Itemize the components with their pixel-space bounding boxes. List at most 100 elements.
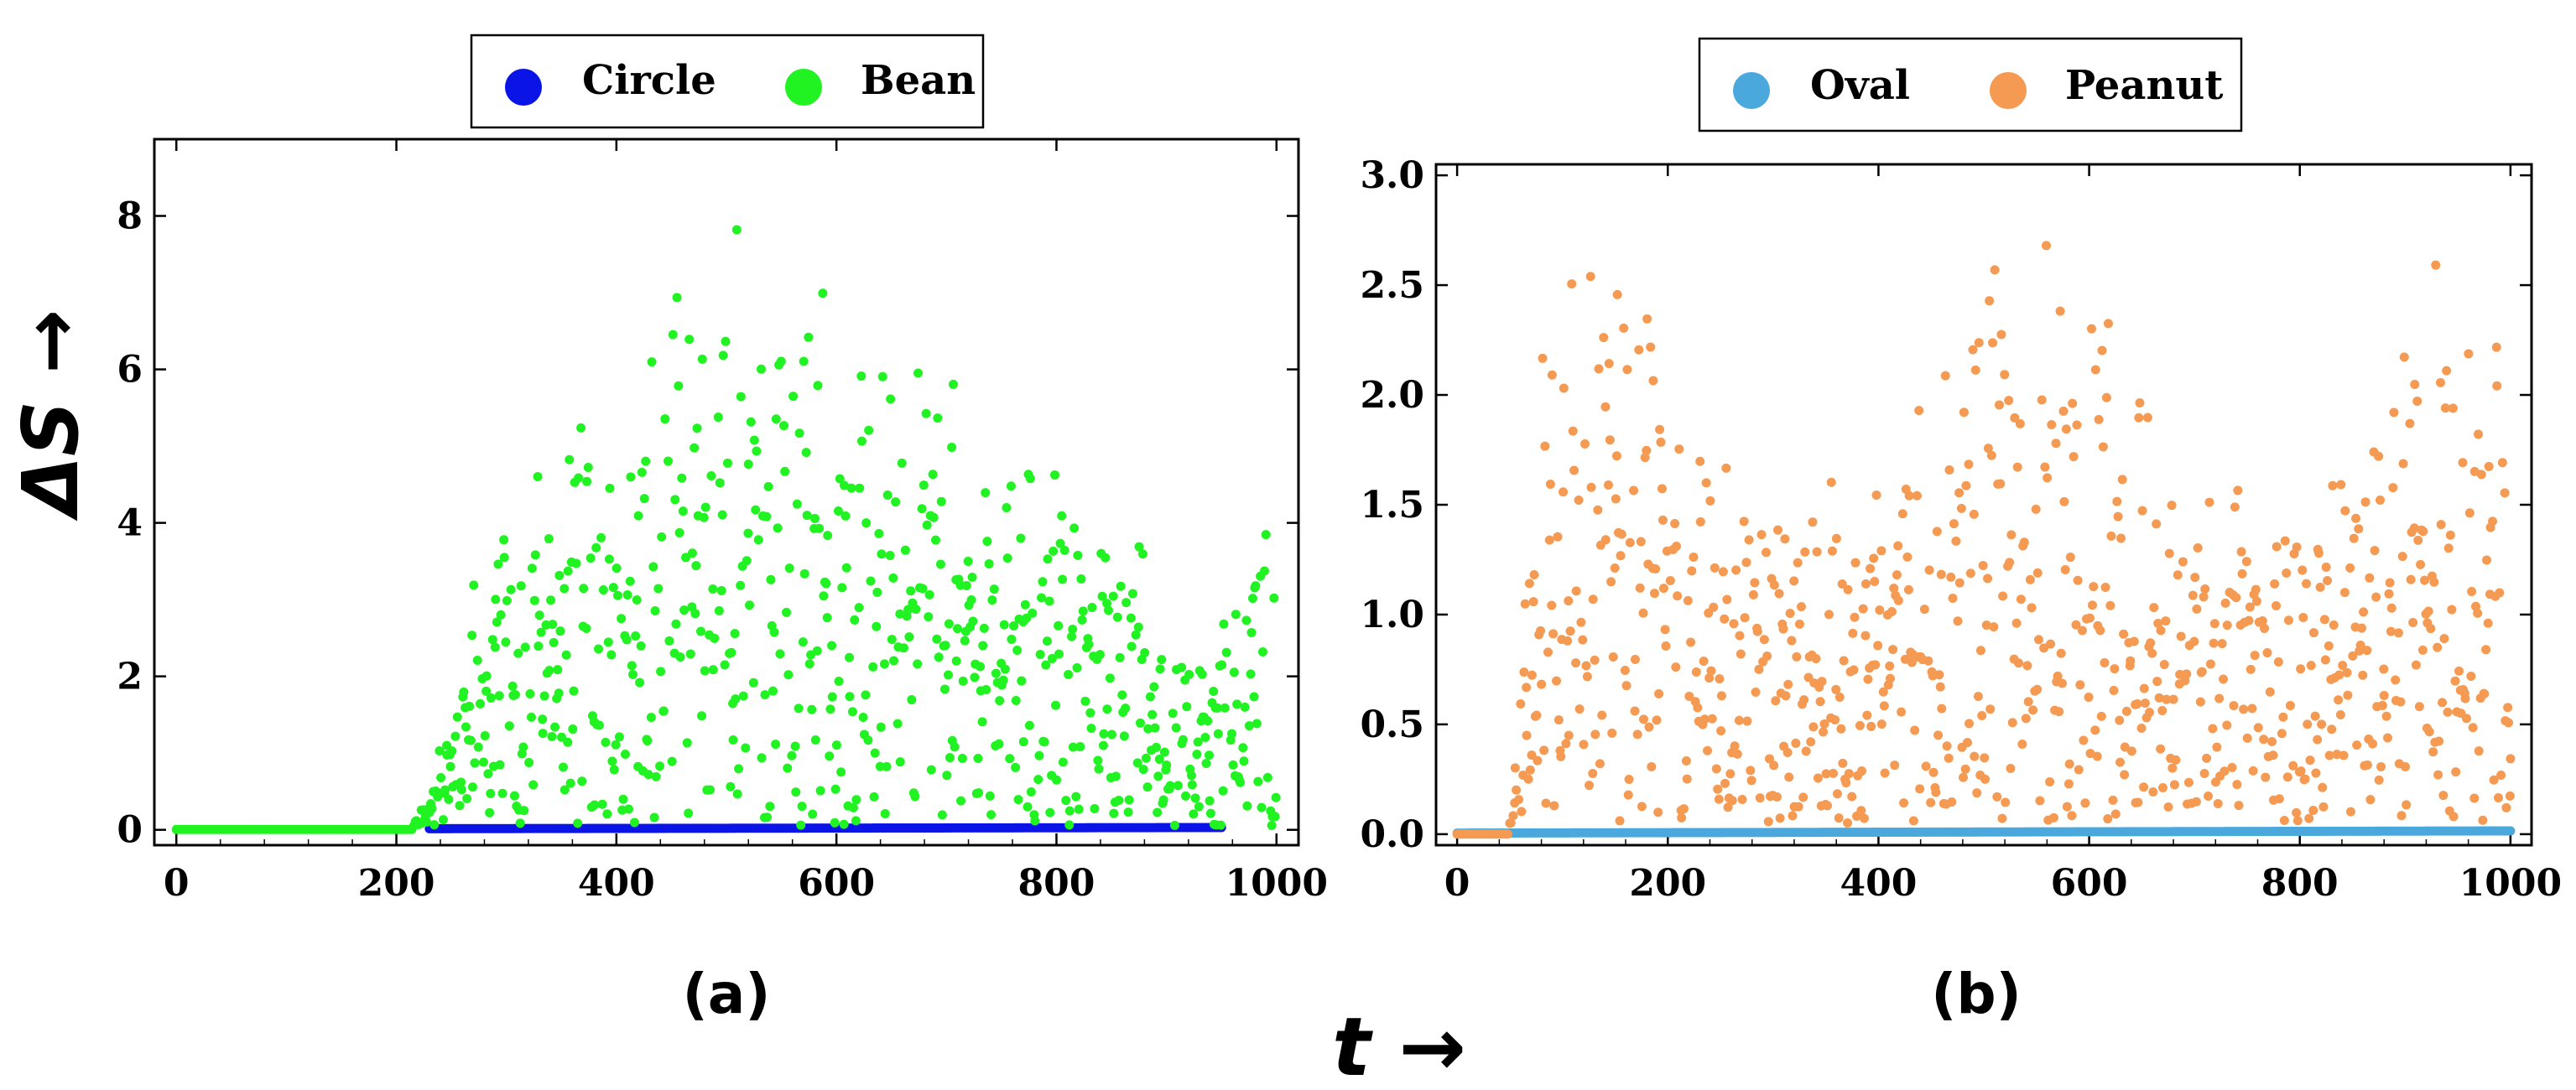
scatter-point-peanut	[2014, 658, 2024, 668]
scatter-point-bean	[1244, 721, 1254, 731]
axis-ticks-a: 0 200 400 600 800 1000 0 2 4 6 8	[117, 139, 1328, 905]
legend-a: Circle Bean	[470, 34, 985, 129]
scatter-point-bean	[1173, 781, 1183, 791]
scatter-point-peanut	[1866, 563, 1876, 574]
panel-label-a: (a)	[683, 962, 771, 1026]
scatter-point-bean	[836, 767, 846, 777]
scatter-point-peanut	[1673, 591, 1683, 601]
scatter-point-peanut	[1536, 625, 1546, 636]
scatter-point-bean	[907, 695, 917, 705]
scatter-point-peanut	[2436, 520, 2446, 530]
scatter-point-bean	[467, 782, 477, 792]
scatter-point-peanut	[2305, 755, 2315, 766]
scatter-point-bean	[1184, 669, 1194, 679]
scatter-point-peanut	[1880, 768, 1890, 778]
scatter-point-bean	[438, 815, 448, 825]
scatter-point-bean	[1138, 765, 1148, 775]
scatter-point-peanut	[2197, 667, 2207, 677]
scatter-point-bean	[526, 712, 536, 722]
scatter-point-bean	[687, 548, 697, 558]
scatter-point-peanut	[2338, 661, 2348, 671]
legend-label-peanut: Peanut	[2065, 62, 2223, 109]
scatter-point-peanut	[2308, 628, 2318, 638]
scatter-point-peanut	[2156, 744, 2166, 754]
scatter-point-bean	[674, 527, 684, 537]
scatter-point-peanut	[1923, 656, 1933, 666]
scatter-point-bean	[607, 756, 617, 766]
scatter-point-bean	[804, 332, 814, 342]
scatter-point-peanut	[2100, 583, 2110, 593]
scatter-point-bean	[527, 563, 537, 574]
scatter-point-bean	[499, 553, 509, 563]
y-tick-label: 8	[117, 195, 143, 238]
scatter-point-bean	[796, 820, 806, 830]
legend-marker-circle	[505, 69, 542, 106]
scatter-point-peanut	[1750, 578, 1760, 588]
scatter-point-bean	[1124, 795, 1134, 805]
scatter-point-peanut	[2313, 548, 2324, 558]
scatter-point-peanut	[1629, 485, 1639, 496]
scatter-point-bean	[1236, 777, 1246, 787]
scatter-point-bean	[606, 650, 617, 660]
scatter-point-peanut	[1837, 579, 1847, 589]
scatter-point-bean	[678, 506, 688, 516]
scatter-point-bean	[675, 652, 685, 662]
scatter-point-bean	[981, 685, 991, 695]
scatter-point-peanut	[2334, 695, 2344, 705]
scatter-point-bean	[756, 364, 766, 374]
scatter-point-peanut	[2097, 345, 2107, 356]
scatter-point-bean	[1047, 653, 1057, 663]
scatter-point-bean	[752, 446, 762, 456]
scatter-point-bean	[910, 792, 920, 802]
scatter-point-peanut	[1968, 345, 1978, 355]
scatter-point-peanut	[1959, 407, 1969, 418]
scatter-point-peanut	[2340, 506, 2350, 516]
scatter-point-peanut	[2292, 542, 2302, 552]
scatter-point-bean	[839, 819, 849, 829]
scatter-point-bean	[1099, 729, 1109, 739]
scatter-point-bean	[682, 738, 692, 748]
scatter-point-peanut	[2173, 570, 2183, 580]
legend-label-oval: Oval	[1810, 62, 1910, 109]
scatter-point-bean	[960, 636, 970, 646]
scatter-point-peanut	[2288, 760, 2298, 771]
scatter-point-peanut	[2440, 403, 2450, 413]
scatter-point-peanut	[1649, 589, 1659, 599]
scatter-point-bean	[594, 644, 604, 654]
scatter-point-bean	[898, 643, 908, 653]
scatter-point-peanut	[2488, 516, 2498, 527]
scatter-point-bean	[935, 559, 945, 569]
scatter-point-peanut	[2334, 670, 2344, 680]
scatter-point-peanut	[1671, 662, 1681, 672]
scatter-point-peanut	[1924, 565, 1934, 575]
scatter-point-peanut	[1808, 722, 1819, 732]
scatter-point-bean	[1178, 734, 1188, 745]
x-axis-label: t →	[1332, 1000, 1466, 1090]
scatter-point-peanut	[2270, 579, 2280, 589]
scatter-point-peanut	[2227, 762, 2237, 772]
scatter-point-bean	[989, 584, 999, 594]
scatter-point-peanut	[1799, 695, 1809, 705]
scatter-point-peanut	[1951, 536, 1961, 546]
scatter-point-peanut	[2480, 688, 2490, 698]
scatter-point-peanut	[1543, 647, 1553, 657]
scatter-point-bean	[1193, 737, 1203, 747]
scatter-point-peanut	[2147, 648, 2157, 658]
scatter-marks-b	[1452, 241, 2516, 839]
scatter-point-bean	[597, 799, 607, 809]
scatter-point-bean	[456, 785, 466, 795]
scatter-point-peanut	[1778, 624, 1788, 634]
scatter-point-bean	[1057, 511, 1067, 521]
scatter-point-peanut	[1670, 519, 1680, 529]
scatter-point-peanut	[2212, 742, 2222, 752]
scatter-point-bean	[904, 632, 914, 642]
scatter-point-peanut	[1969, 509, 1979, 519]
scatter-point-bean	[684, 808, 694, 818]
scatter-point-peanut	[1986, 450, 1996, 460]
scatter-point-peanut	[1903, 584, 1913, 594]
scatter-point-peanut	[1528, 597, 1538, 607]
chart-panel-b: 0 200 400 600 800 1000 0.0 0.5 1.0 1.5 2.0 2.5 3.0 O…	[1360, 37, 2562, 905]
scatter-point-peanut	[2445, 530, 2455, 540]
scatter-point-peanut	[2416, 559, 2426, 569]
scatter-point-bean	[1064, 806, 1075, 816]
